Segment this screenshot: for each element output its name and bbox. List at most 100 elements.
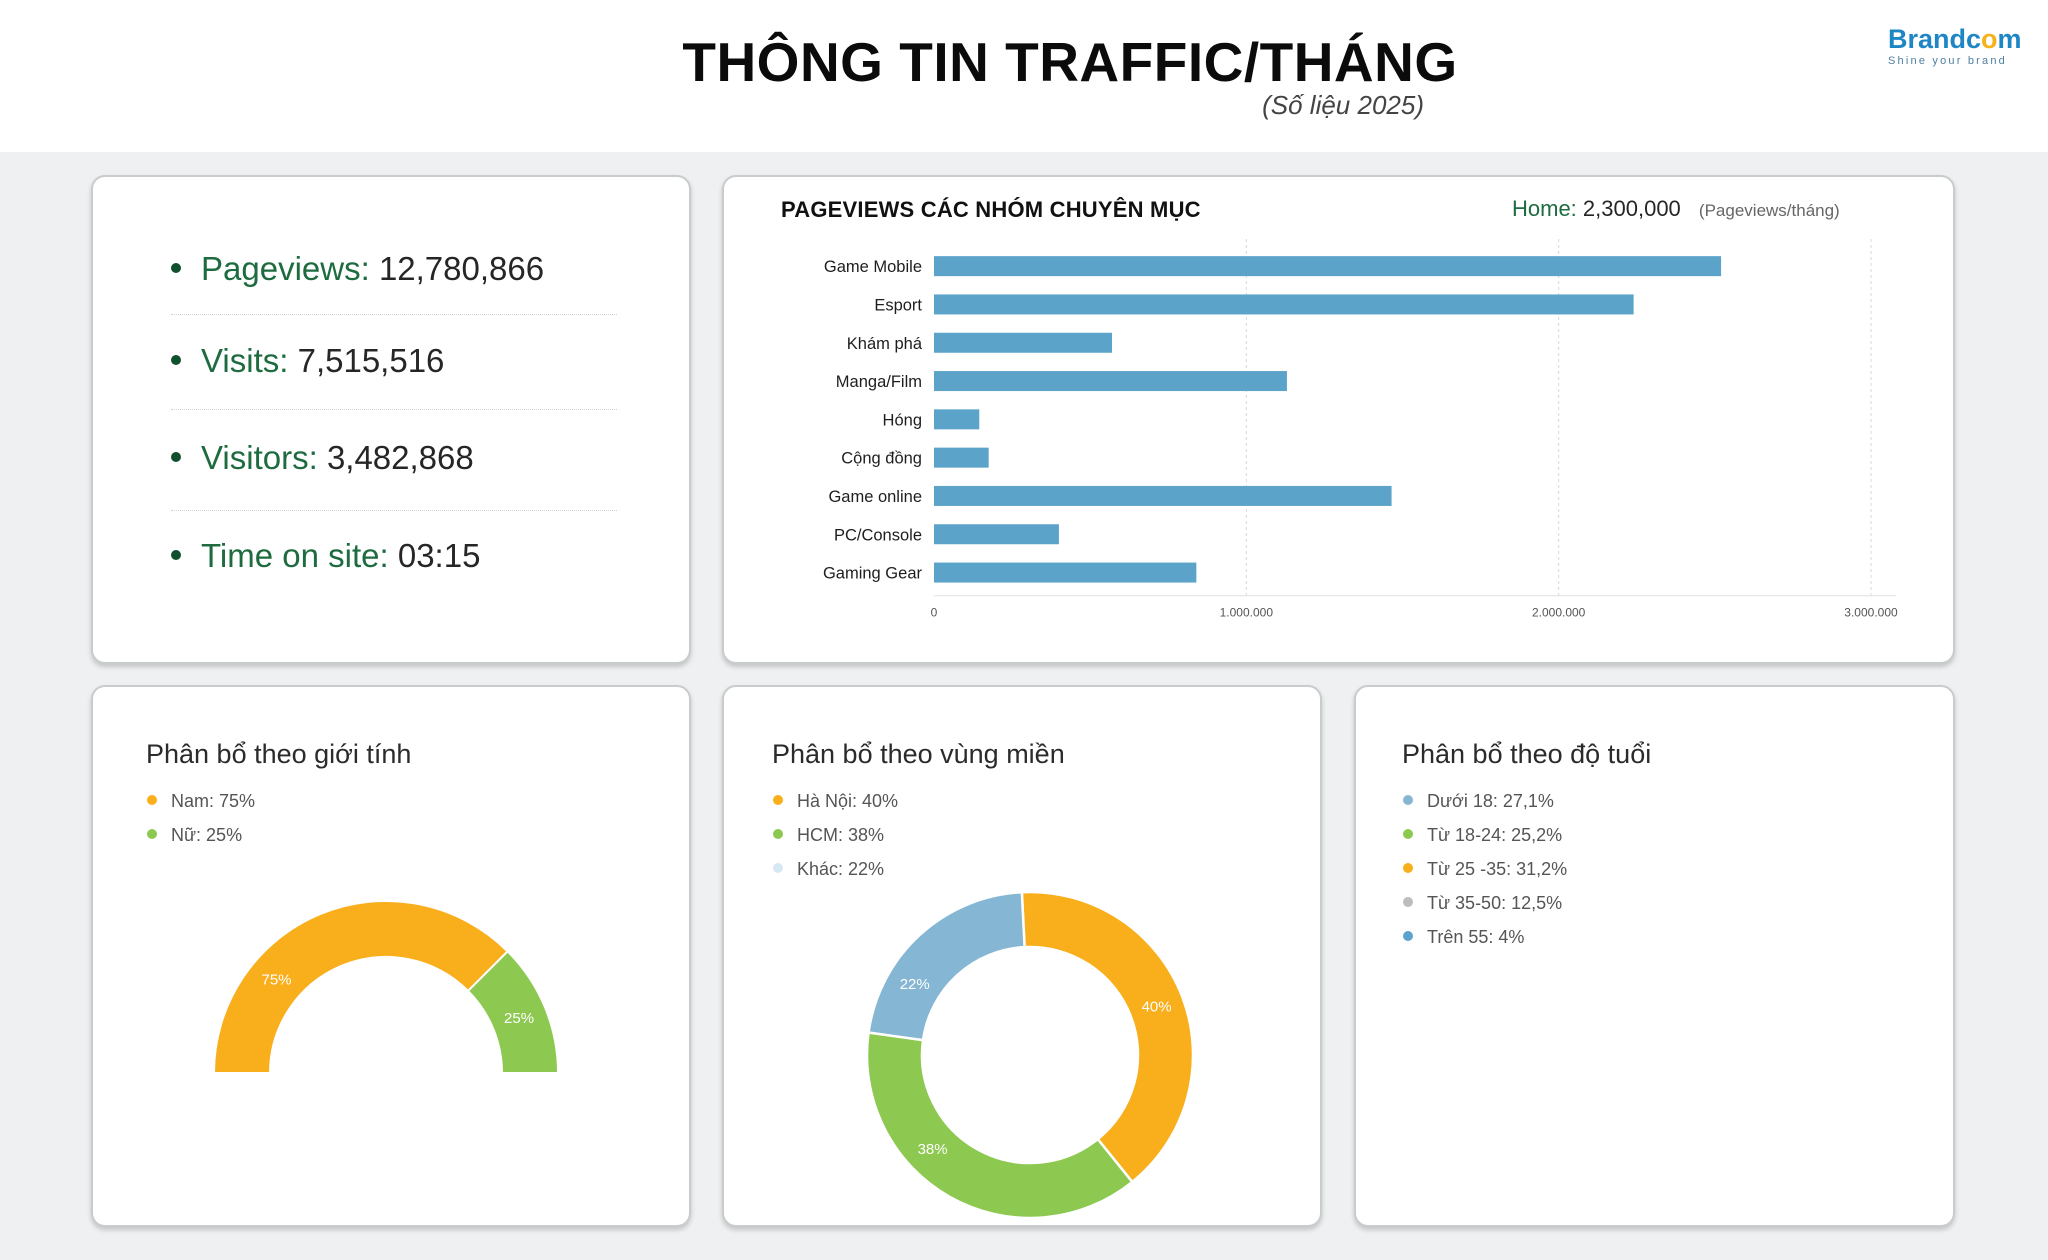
home-value: 2,300,000	[1582, 196, 1681, 221]
age-legend: Dưới 18: 27,1% Từ 18-24: 25,2% Từ 25 -35: …	[1403, 784, 1567, 954]
legend-item: Nam: 75%	[147, 784, 255, 818]
legend-label: Từ 35-50: 12,5%	[1427, 893, 1563, 913]
traffic-stats-card: Pageviews: 12,780,866 Visits: 7,515,516 …	[91, 175, 691, 664]
legend-dot-icon	[147, 795, 157, 806]
stat-value: 03:15	[397, 537, 481, 574]
brand-logo: Brandcom Shine your brand	[1888, 24, 2022, 67]
legend-item: Từ 35-50: 12,5%	[1403, 886, 1567, 920]
bar	[934, 294, 1634, 315]
age-title: Phân bổ theo độ tuổi	[1402, 739, 1652, 769]
region-donut-chart: 40% 38% 22%	[865, 890, 1195, 1220]
x-tick-label: 2.000.000	[1532, 606, 1586, 620]
legend-dot-icon	[773, 863, 783, 874]
x-tick-label: 3.000.000	[1844, 606, 1898, 620]
legend-dot-icon	[1403, 829, 1413, 840]
stat-value: 7,515,516	[297, 342, 445, 379]
legend-label: Khác: 22%	[797, 859, 885, 879]
category-label: Hóng	[883, 411, 922, 429]
stat-label: Time on site:	[201, 537, 389, 574]
region-title: Phân bổ theo vùng miền	[772, 739, 1065, 769]
logo-wordmark: Brandcom	[1888, 24, 2022, 54]
stat-value: 12,780,866	[378, 250, 545, 287]
category-label: Gaming Gear	[823, 565, 923, 583]
x-tick-label: 1.000.000	[1220, 606, 1274, 620]
region-slice	[867, 890, 1026, 1042]
slice-label: 40%	[1142, 999, 1172, 1016]
bar-chart-title: PAGEVIEWS CÁC NHÓM CHUYÊN MỤC	[781, 197, 1201, 222]
stat-visits: Visits: 7,515,516	[171, 325, 617, 397]
stat-visitors: Visitors: 3,482,868	[171, 422, 617, 494]
category-label: PC/Console	[834, 526, 922, 544]
legend-dot-icon	[773, 795, 783, 806]
stat-divider	[171, 510, 617, 511]
pageviews-bar-chart: 0 1.000.000 2.000.000 3.000.000 Game Mobile E…	[823, 239, 1898, 620]
category-label: Game Mobile	[824, 258, 922, 276]
category-label: Esport	[874, 296, 922, 314]
logo-tagline: Shine your brand	[1888, 55, 2007, 67]
home-label: Home:	[1512, 196, 1577, 221]
pageviews-chart-card: 0 1.000.000 2.000.000 3.000.000 Game Mobile E…	[722, 175, 1955, 664]
region-legend: Hà Nội: 40% HCM: 38% Khác: 22%	[773, 784, 898, 886]
bar	[934, 256, 1722, 277]
legend-label: Nam: 75%	[171, 791, 256, 811]
legend-dot-icon	[1403, 863, 1413, 874]
legend-label: Dưới 18: 27,1%	[1427, 791, 1554, 811]
legend-label: HCM: 38%	[797, 825, 885, 845]
stat-time-on-site: Time on site: 03:15	[171, 520, 617, 592]
legend-item: Từ 18-24: 25,2%	[1403, 818, 1567, 852]
slice-label: 38%	[918, 1141, 948, 1158]
stat-divider	[171, 409, 617, 410]
bullet-icon	[171, 263, 181, 274]
legend-item: Dưới 18: 27,1%	[1403, 784, 1567, 818]
bar	[934, 447, 989, 468]
bar	[934, 562, 1197, 583]
page-title: THÔNG TIN TRAFFIC/THÁNG	[682, 31, 1458, 93]
legend-label: Hà Nội: 40%	[797, 791, 899, 811]
bar	[934, 409, 980, 430]
legend-label: Trên 55: 4%	[1427, 927, 1525, 947]
stat-label: Visits:	[201, 342, 289, 379]
legend-item: Từ 25 -35: 31,2%	[1403, 852, 1567, 886]
bullet-icon	[171, 355, 181, 366]
gender-half-donut-chart: 75% 25%	[212, 900, 560, 1074]
legend-dot-icon	[1403, 795, 1413, 806]
region-slice	[1020, 890, 1195, 1184]
slice-label: 25%	[504, 1010, 534, 1027]
slice-label: 22%	[900, 976, 930, 993]
region-card: 40% 38% 22% Phân bổ theo vùng miền Hà Nội:…	[722, 685, 1322, 1227]
stat-pageviews: Pageviews: 12,780,866	[171, 233, 617, 305]
legend-dot-icon	[773, 829, 783, 840]
category-label: Game online	[828, 488, 922, 506]
legend-item: Khác: 22%	[773, 852, 898, 886]
bar	[934, 524, 1059, 545]
page-subtitle: (Số liệu 2025)	[1262, 90, 1424, 120]
legend-item: Nữ: 25%	[147, 818, 255, 852]
stat-divider	[171, 314, 617, 315]
gender-card: 75% 25% Phân bổ theo giới tính Nam: 75% Nữ…	[91, 685, 691, 1227]
bullet-icon	[171, 550, 181, 561]
category-label: Khám phá	[847, 335, 923, 353]
bar	[934, 332, 1113, 353]
stat-label: Visitors:	[201, 439, 318, 476]
gender-slice	[466, 949, 560, 1074]
legend-label: Nữ: 25%	[171, 825, 243, 845]
bullet-icon	[171, 452, 181, 463]
category-label: Cộng đồng	[841, 450, 922, 468]
x-tick-label: 0	[931, 606, 938, 620]
header-band	[0, 0, 2048, 152]
gender-title: Phân bổ theo giới tính	[146, 739, 412, 769]
legend-item: Hà Nội: 40%	[773, 784, 898, 818]
legend-item: Trên 55: 4%	[1403, 920, 1567, 954]
stat-label: Pageviews:	[201, 250, 370, 287]
stat-value: 3,482,868	[326, 439, 474, 476]
legend-dot-icon	[147, 829, 157, 840]
category-label: Manga/Film	[836, 373, 922, 391]
legend-dot-icon	[1403, 897, 1413, 908]
region-slice	[865, 1031, 1135, 1220]
slice-label: 75%	[261, 971, 291, 988]
legend-label: Từ 18-24: 25,2%	[1427, 825, 1563, 845]
gender-legend: Nam: 75% Nữ: 25%	[147, 784, 255, 852]
home-unit: (Pageviews/tháng)	[1698, 201, 1840, 220]
legend-dot-icon	[1403, 931, 1413, 942]
bar	[934, 485, 1392, 506]
